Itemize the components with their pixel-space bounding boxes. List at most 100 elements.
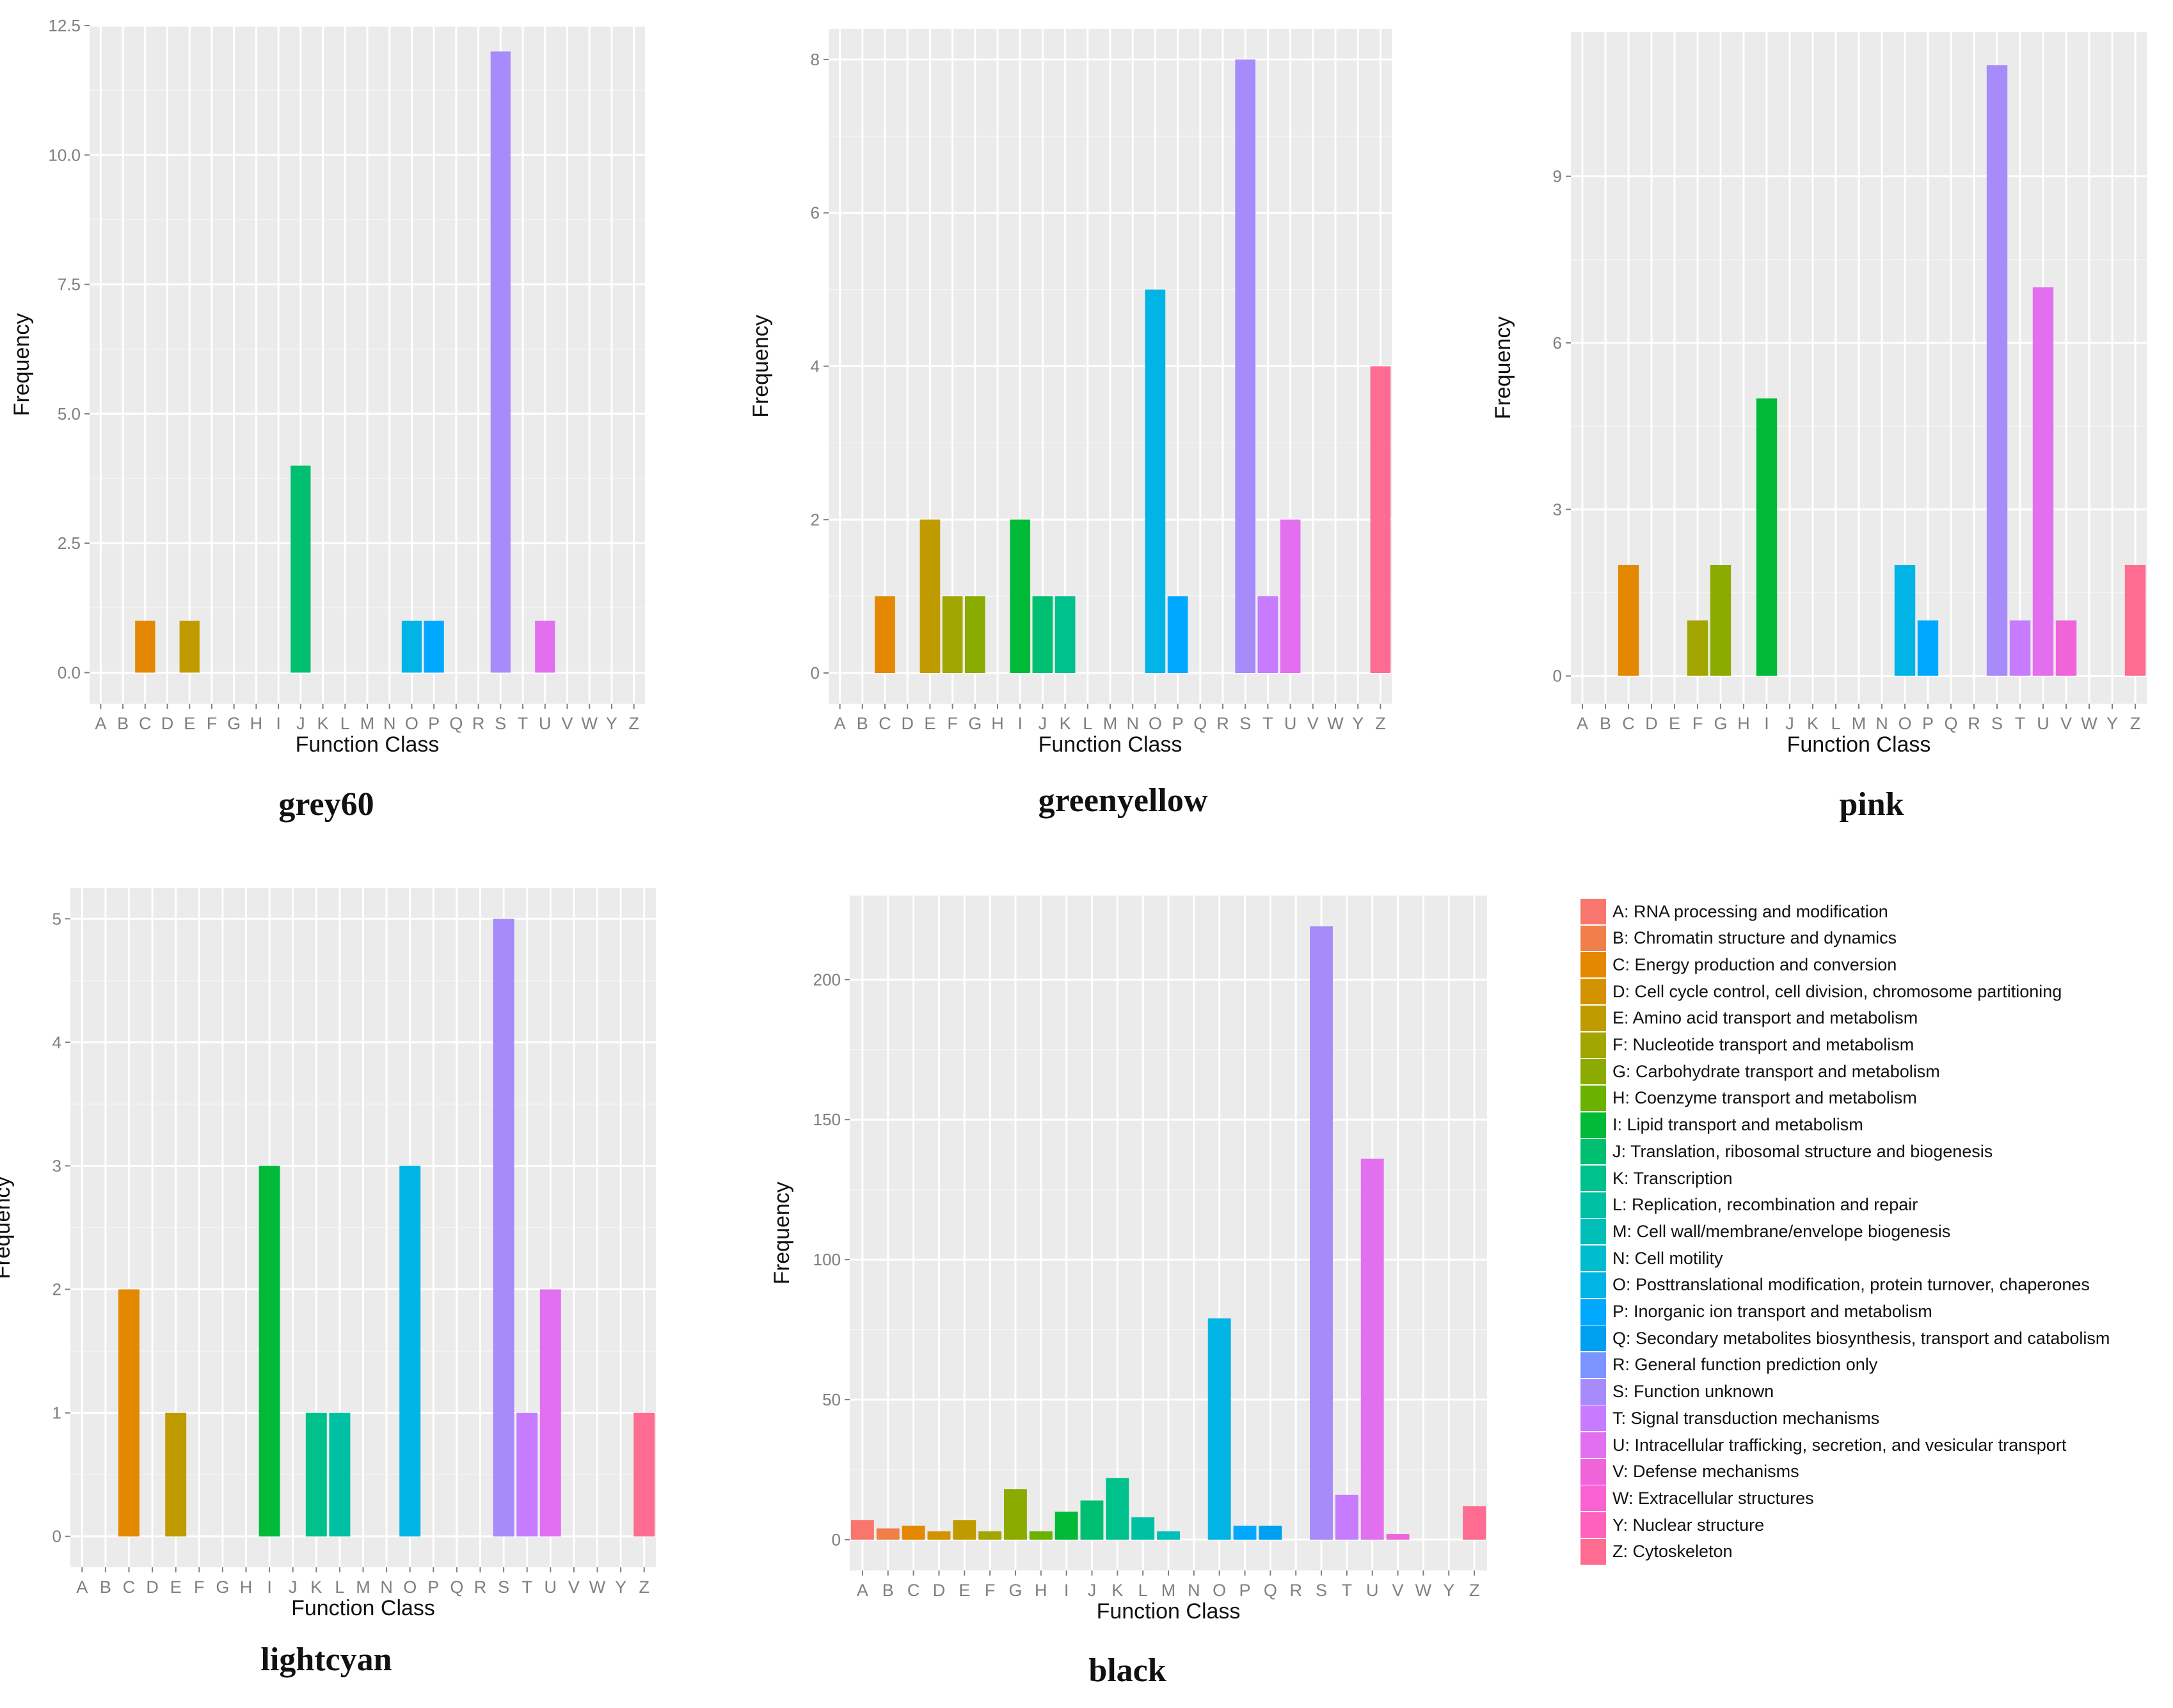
y-axis-title: Frequency <box>1491 317 1515 420</box>
bar-T <box>1257 596 1278 674</box>
x-tick-label: O <box>1213 1581 1226 1600</box>
x-tick-label: F <box>985 1581 996 1600</box>
bar-J <box>291 465 311 673</box>
legend-swatch <box>1580 1405 1606 1432</box>
legend-swatch <box>1580 1166 1606 1191</box>
x-tick-label: F <box>947 714 958 733</box>
x-tick-label: V <box>561 714 573 733</box>
x-tick-label: F <box>207 714 218 733</box>
x-tick-label: Y <box>2106 714 2118 733</box>
x-tick-label: N <box>383 714 396 733</box>
legend-swatch <box>1580 1032 1606 1058</box>
bar-O <box>1894 565 1916 676</box>
bar-O <box>1207 1318 1231 1540</box>
x-tick-label: Y <box>1443 1581 1454 1600</box>
bar-T <box>516 1412 538 1537</box>
chart-panel-black: 0 50 100 150 200 A B C D E F G H I J K L M N O P Q R S T U V W Y Z Fun… <box>736 870 1487 1708</box>
x-tick-label: Y <box>615 1578 626 1597</box>
x-tick-label: J <box>1039 714 1047 733</box>
x-tick-label: A <box>76 1578 88 1597</box>
chart-greenyellow: 0 2 4 6 8 A B C D E F G H I J K L M N O P Q R S T U V W Y Z Function C… <box>749 29 1392 757</box>
bar-L <box>1131 1517 1155 1540</box>
x-tick-label: P <box>1172 714 1184 733</box>
x-tick-label: E <box>959 1581 970 1600</box>
x-tick-label: C <box>1622 714 1635 733</box>
x-tick-label: M <box>356 1578 370 1597</box>
x-tick-label: K <box>1111 1581 1123 1600</box>
bar-C <box>902 1525 925 1540</box>
x-tick-label: V <box>1392 1581 1404 1600</box>
x-tick-label: R <box>1968 714 1980 733</box>
bar-A <box>850 1520 874 1540</box>
legend-swatch <box>1580 979 1606 1005</box>
y-tick-label: 0 <box>52 1527 61 1546</box>
bar-E <box>953 1520 976 1540</box>
y-tick-label: 2 <box>811 510 820 529</box>
x-tick-label: J <box>1088 1581 1097 1600</box>
x-tick-label: G <box>216 1578 229 1597</box>
x-tick-label: U <box>1284 714 1297 733</box>
x-tick-label: N <box>1126 714 1139 733</box>
legend-item-C: C: Energy production and conversion <box>1580 952 1897 978</box>
y-axis-title: Frequency <box>10 313 34 416</box>
x-tick-label: G <box>227 714 241 733</box>
y-tick-label: 0 <box>1553 667 1562 686</box>
x-tick-label: C <box>139 714 152 733</box>
y-tick-label: 150 <box>813 1110 841 1129</box>
bar-K <box>305 1412 327 1537</box>
bar-B <box>876 1528 900 1540</box>
bar-H <box>1029 1531 1053 1540</box>
bar-D <box>927 1531 951 1540</box>
legend-label: R: General function prediction only <box>1612 1355 1878 1375</box>
chart-panel-pink: 0 3 6 9 A B C D E F G H I J K L M N O P Q R S T U V W Y Z Function Cl… <box>1472 0 2150 851</box>
bar-K <box>1106 1478 1129 1540</box>
y-axis-title: Frequency <box>0 1176 15 1279</box>
legend-swatch <box>1580 952 1606 978</box>
bar-Q <box>1259 1525 1282 1540</box>
x-tick-label: Z <box>628 714 639 733</box>
x-tick-label: E <box>1669 714 1680 733</box>
x-tick-label: B <box>857 714 868 733</box>
x-tick-label: D <box>146 1578 159 1597</box>
y-tick-label: 5 <box>52 909 61 928</box>
x-tick-label: D <box>933 1581 946 1600</box>
x-tick-label: J <box>289 1578 298 1597</box>
legend-swatch <box>1580 1512 1606 1538</box>
panel-title-grey60: grey60 <box>278 786 374 823</box>
legend-swatch <box>1580 899 1606 924</box>
x-tick-label: Z <box>1375 714 1386 733</box>
x-tick-label: N <box>380 1578 393 1597</box>
x-tick-label: G <box>1008 1581 1022 1600</box>
bar-Z <box>633 1412 655 1537</box>
legend-item-S: S: Function unknown <box>1580 1379 1774 1405</box>
bar-G <box>1710 565 1731 676</box>
legend-label: G: Carbohydrate transport and metabolism <box>1612 1061 1940 1081</box>
legend-label: T: Signal transduction mechanisms <box>1612 1408 1880 1428</box>
x-tick-label: Y <box>1352 714 1364 733</box>
bar-J <box>1032 596 1053 674</box>
x-tick-label: T <box>1262 714 1273 733</box>
x-tick-label: E <box>170 1578 182 1597</box>
x-tick-label: R <box>472 714 485 733</box>
y-tick-label: 200 <box>813 970 841 989</box>
bar-P <box>1233 1525 1257 1540</box>
y-tick-label: 3 <box>52 1156 61 1175</box>
x-tick-label: U <box>2037 714 2050 733</box>
y-axis-title: Frequency <box>770 1182 794 1285</box>
legend-item-W: W: Extracellular structures <box>1580 1485 1814 1512</box>
x-tick-label: O <box>405 714 418 733</box>
legend-item-N: N: Cell motility <box>1580 1245 1723 1272</box>
x-tick-label: Q <box>1193 714 1207 733</box>
legend-item-V: V: Defense mechanisms <box>1580 1459 1799 1485</box>
legend-item-T: T: Signal transduction mechanisms <box>1580 1405 1880 1432</box>
legend-swatch <box>1580 1005 1606 1031</box>
y-tick-label: 4 <box>52 1032 61 1052</box>
x-tick-label: T <box>521 1578 532 1597</box>
bar-E <box>165 1412 187 1537</box>
legend-label: H: Coenzyme transport and metabolism <box>1612 1088 1917 1108</box>
bar-S <box>1986 65 2008 676</box>
bar-Z <box>1463 1506 1486 1540</box>
x-tick-label: A <box>834 714 846 733</box>
legend-label: A: RNA processing and modification <box>1612 901 1888 921</box>
bar-Z <box>2124 565 2146 676</box>
